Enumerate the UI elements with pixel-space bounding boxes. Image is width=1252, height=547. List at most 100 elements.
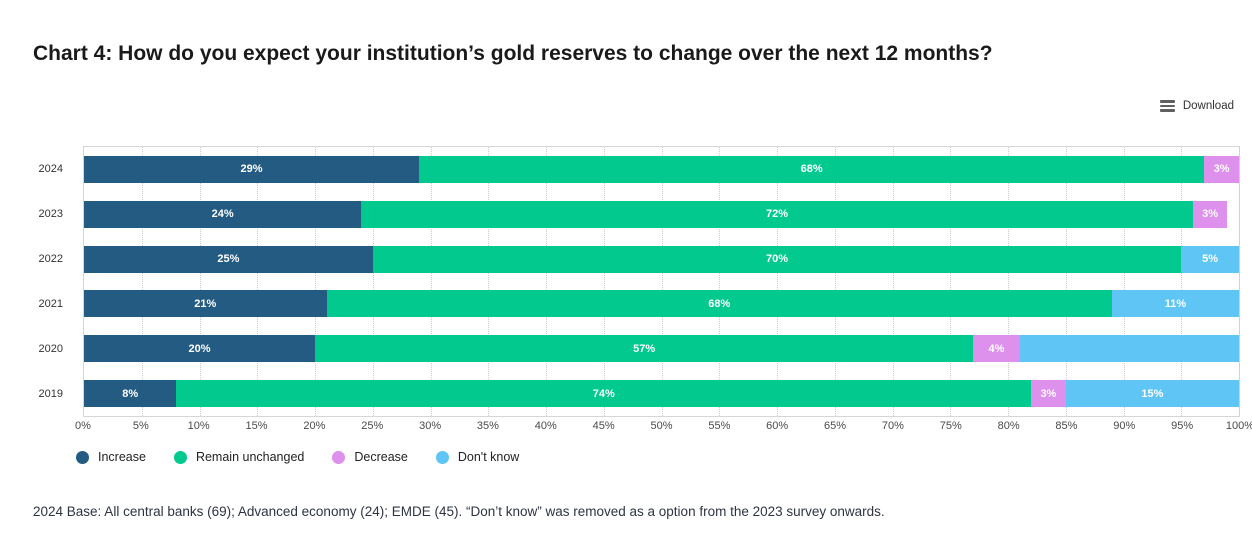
data-label: 3% [1040,387,1057,400]
gridline-30% [430,147,432,416]
data-label: 70% [765,253,789,266]
bar-row-2020: 20% 57% 4% [84,326,1239,371]
legend-item-decrease[interactable]: Decrease [332,450,408,464]
legend-label: Don't know [457,450,520,464]
legend-item-increase[interactable]: Increase [76,450,146,464]
bar-rows: 29% 68% 3% 24% 72% 3% 25% 70% 5% 21% 68% 11% 20% 57% 4… [84,147,1239,416]
plot-area: 29% 68% 3% 24% 72% 3% 25% 70% 5% 21% 68% 11% 20% 57% 4… [83,146,1240,417]
x-axis-tick-70%: 70% [881,420,904,432]
legend-item-don-t-know[interactable]: Don't know [435,450,520,464]
data-label: 57% [633,342,656,355]
gridline-25% [372,147,374,416]
gridline-60% [777,147,778,416]
bar-segment-increase-2023[interactable]: 24% [84,200,362,228]
data-label: 8% [122,387,139,400]
bar-segment-remain-unchanged-2020[interactable]: 57% [315,335,974,363]
y-axis-label-2022: 2022 [38,252,63,265]
y-axis-labels: 2024 2023 2022 2021 2020 2019 [0,146,63,417]
bar-segment-increase-2021[interactable]: 21% [84,290,327,318]
bar-segment-decrease-2019[interactable]: 3% [1031,380,1066,408]
legend-label: Increase [98,450,146,464]
footnote: 2024 Base: All central banks (69); Advan… [33,504,885,519]
bar-row-2024: 29% 68% 3% [84,147,1239,192]
x-axis-tick-45%: 45% [592,420,615,432]
x-axis-tick-20%: 20% [303,420,326,432]
stacked-bar-2023: 24% 72% 3% [84,200,1239,228]
x-axis-tick-15%: 15% [245,420,268,432]
bar-segment-increase-2020[interactable]: 20% [84,335,315,363]
bar-segment-decrease-2020[interactable]: 4% [973,335,1020,363]
legend-label: Remain unchanged [195,450,305,464]
data-label: 3% [1202,208,1219,221]
bar-segment-don-t-know-2022[interactable]: 5% [1181,245,1239,273]
stacked-bar-2022: 25% 70% 5% [84,245,1239,273]
legend-label: Decrease [354,450,408,464]
legend-dot-icon [332,450,346,464]
y-axis-label-2021: 2021 [38,298,63,311]
bar-segment-don-t-know-2021[interactable]: 11% [1111,290,1239,318]
data-label: 25% [217,253,240,266]
data-label: 20% [188,342,211,355]
gridline-85% [1065,147,1067,416]
bar-segment-remain-unchanged-2021[interactable]: 68% [326,290,1112,318]
legend-dot-icon [76,450,89,464]
data-label: 5% [1202,253,1219,266]
x-axis-tick-55%: 55% [708,420,731,432]
stacked-bar-2021: 21% 68% 11% [84,290,1239,318]
x-axis: 0% 5% 10% 15% 20% 25% 30% 35% 40% 45% 50% 55% 60% 65%… [75,420,1252,438]
gridline-15% [257,147,259,416]
x-axis-tick-75%: 75% [939,420,962,432]
bar-segment-increase-2024[interactable]: 29% [84,155,419,183]
bar-segment-remain-unchanged-2019[interactable]: 74% [176,380,1032,408]
data-label: 24% [211,208,234,221]
gridline-55% [719,147,721,416]
bar-segment-remain-unchanged-2024[interactable]: 68% [418,155,1205,183]
y-axis-label-2023: 2023 [38,207,63,220]
gridline-65% [834,147,836,416]
x-axis-tick-50%: 50% [650,420,673,432]
bar-segment-don-t-know-2019[interactable]: 15% [1065,380,1239,408]
bar-segment-don-t-know-2020[interactable] [1019,335,1239,363]
gridline-20% [315,147,316,416]
bar-segment-decrease-2024[interactable]: 3% [1204,155,1239,183]
data-label: 68% [800,163,823,176]
bar-segment-increase-2019[interactable]: 8% [84,380,177,408]
data-label: 21% [194,297,217,310]
gridline-50% [661,147,663,416]
data-label: 11% [1164,297,1187,310]
x-axis-tick-100%: 100% [1225,420,1252,432]
x-axis-tick-65%: 65% [824,420,847,432]
gridline-70% [892,147,894,416]
stacked-bar-2024: 29% 68% 3% [84,155,1239,183]
x-axis-tick-90%: 90% [1113,420,1136,432]
bar-segment-remain-unchanged-2022[interactable]: 70% [372,245,1182,273]
x-axis-tick-40%: 40% [534,420,557,432]
bar-segment-increase-2022[interactable]: 25% [84,245,373,273]
legend-item-remain-unchanged[interactable]: Remain unchanged [173,450,305,464]
x-axis-tick-80%: 80% [997,420,1020,432]
x-axis-tick-5%: 5% [132,420,149,432]
gridline-100% [1239,147,1240,416]
download-button[interactable]: Download [1159,100,1234,112]
chart-title: Chart 4: How do you expect your institut… [33,42,993,65]
x-axis-tick-60%: 60% [766,420,789,432]
x-axis-tick-95%: 95% [1171,420,1194,432]
gridline-5% [141,147,143,416]
download-label: Download [1182,100,1234,112]
x-axis-tick-85%: 85% [1055,420,1078,432]
x-axis-tick-0%: 0% [75,420,91,432]
x-axis-tick-25%: 25% [361,420,384,432]
data-label: 3% [1213,163,1230,176]
bar-segment-decrease-2023[interactable]: 3% [1192,200,1228,228]
bar-row-2023: 24% 72% 3% [84,192,1239,237]
y-axis-label-2024: 2024 [38,162,63,175]
legend-dot-icon [173,450,187,464]
legend: Increase Remain unchanged Decrease Don't kn… [76,450,519,464]
data-label: 15% [1141,387,1164,400]
gridline-90% [1123,147,1125,416]
y-axis-label-2020: 2020 [38,343,63,356]
bar-segment-remain-unchanged-2023[interactable]: 72% [361,200,1193,228]
data-label: 72% [765,208,788,221]
gridline-40% [546,147,547,416]
